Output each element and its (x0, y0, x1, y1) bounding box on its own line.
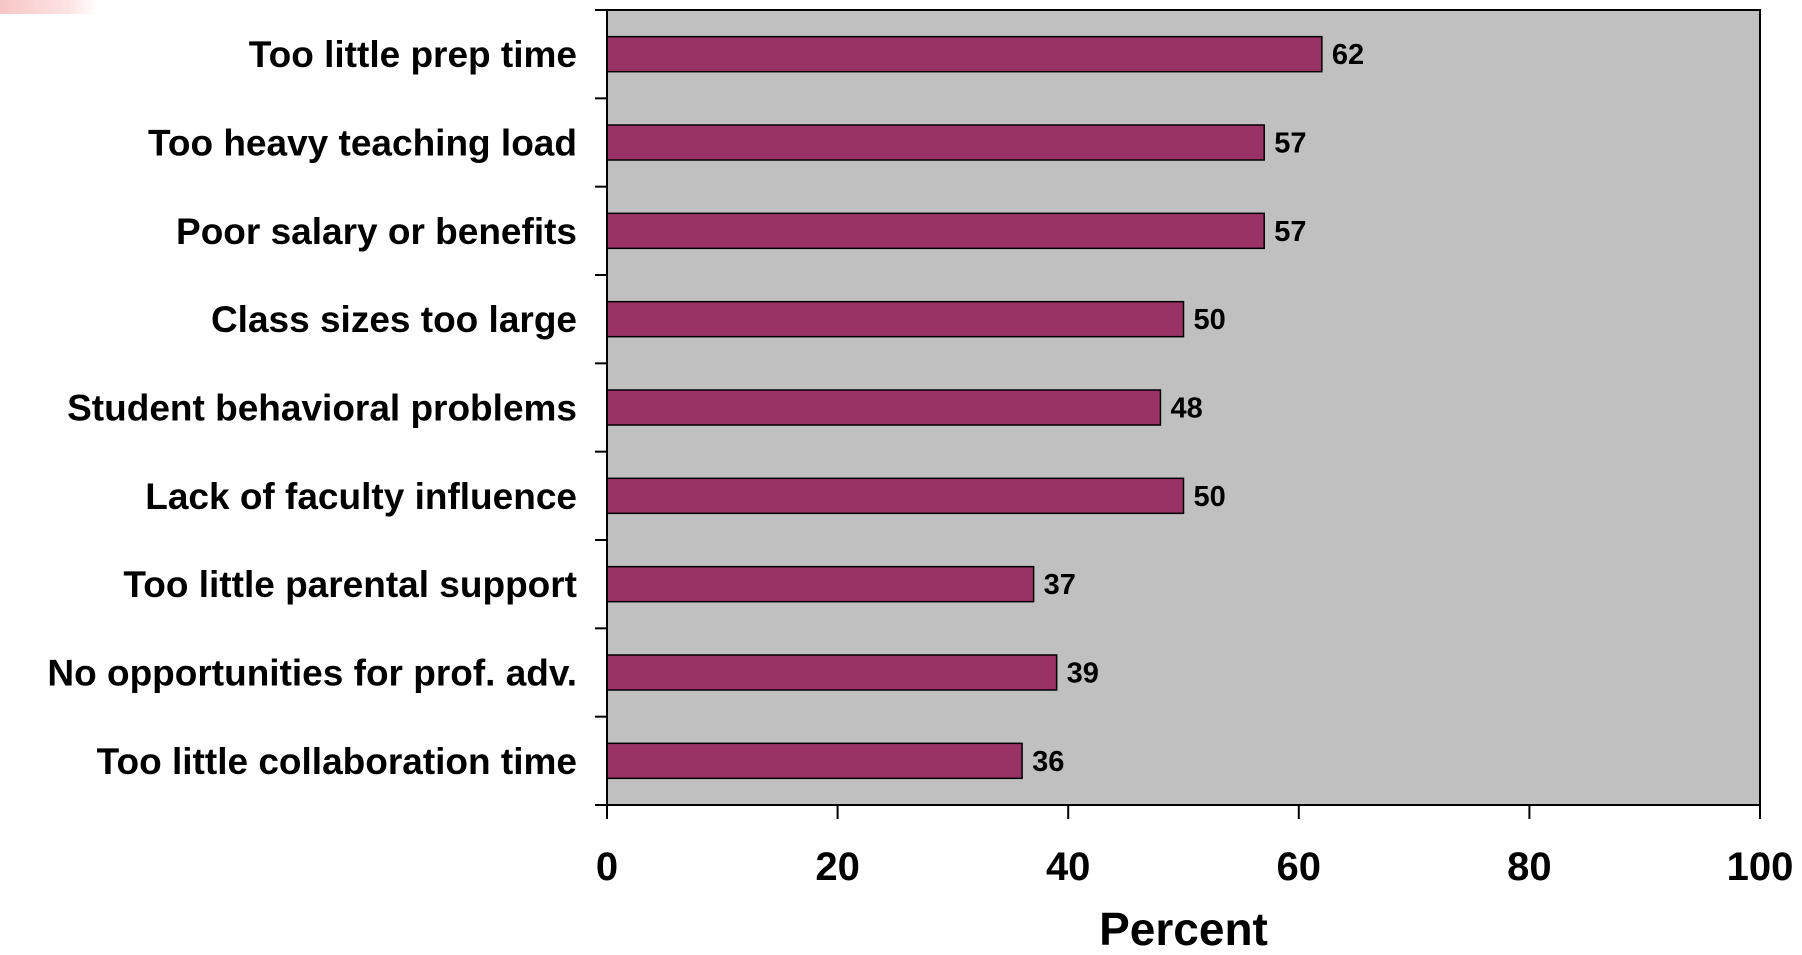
category-label-4: Student behavioral problems (67, 388, 577, 429)
x-tick-label-2: 40 (1046, 845, 1091, 889)
value-labels-group: 62 57 57 50 48 50 37 39 36 (1032, 39, 1364, 778)
x-tick-label-0: 0 (596, 845, 618, 889)
bar-5 (606, 477, 1185, 515)
x-tick-labels-group: 0 20 40 60 80 100 (596, 845, 1794, 889)
value-label-8: 36 (1032, 746, 1064, 778)
value-label-4: 48 (1170, 393, 1202, 425)
value-label-0: 62 (1332, 39, 1364, 71)
value-label-5: 50 (1194, 481, 1226, 513)
category-label-3: Class sizes too large (211, 299, 577, 340)
bar-1 (606, 124, 1265, 161)
value-label-2: 57 (1274, 216, 1306, 248)
x-tick-label-4: 80 (1507, 845, 1552, 889)
bar-6 (606, 565, 1035, 603)
x-tick-label-1: 20 (815, 845, 860, 889)
value-label-1: 57 (1274, 128, 1306, 160)
category-labels-group: Too little prep time Too heavy teaching l… (47, 34, 577, 782)
value-label-7: 39 (1067, 658, 1099, 690)
x-tick-label-5: 100 (1727, 845, 1794, 889)
category-label-6: Too little parental support (123, 564, 577, 605)
bar-4 (606, 389, 1162, 426)
category-label-7: No opportunities for prof. adv. (47, 653, 577, 694)
category-label-0: Too little prep time (249, 34, 577, 75)
category-label-1: Too heavy teaching load (148, 123, 577, 164)
bars-group (606, 35, 1323, 780)
bar-0 (606, 35, 1323, 73)
category-label-5: Lack of faculty influence (145, 476, 577, 517)
x-tick-label-3: 60 (1277, 845, 1322, 889)
value-label-6: 37 (1044, 569, 1076, 601)
category-label-2: Poor salary or benefits (176, 211, 577, 252)
category-label-8: Too little collaboration time (97, 741, 577, 782)
bar-2 (606, 212, 1265, 250)
bar-8 (606, 742, 1023, 780)
corner-decoration (0, 0, 98, 14)
value-label-3: 50 (1194, 304, 1226, 336)
x-axis-title: Percent (1099, 903, 1268, 955)
bar-3 (606, 300, 1185, 338)
bar-7 (606, 654, 1058, 691)
axes-group (595, 9, 1761, 819)
